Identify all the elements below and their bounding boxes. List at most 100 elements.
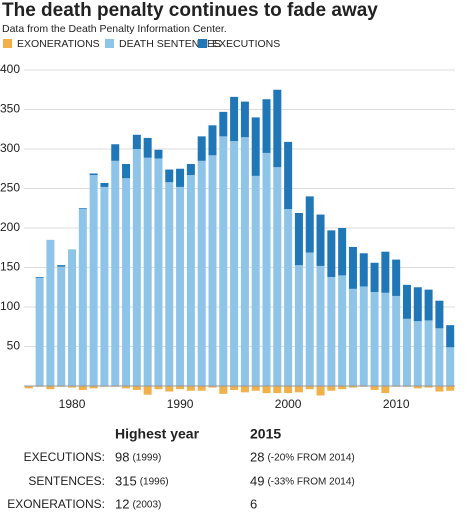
bar bbox=[176, 386, 185, 390]
y-tick-label: 400 bbox=[0, 62, 20, 76]
y-tick-label: 350 bbox=[0, 102, 20, 116]
bar bbox=[392, 295, 401, 386]
bar bbox=[381, 292, 390, 386]
bar bbox=[154, 386, 163, 390]
bar bbox=[165, 169, 174, 183]
bar bbox=[68, 249, 77, 386]
legend-label: DEATH SENTENCES bbox=[119, 38, 221, 50]
table-header: Highest year bbox=[115, 426, 200, 442]
bar bbox=[251, 117, 260, 176]
row-label: EXONERATIONS: bbox=[7, 497, 105, 511]
bar bbox=[111, 160, 120, 386]
bar bbox=[348, 288, 357, 386]
bar bbox=[294, 265, 303, 386]
bar bbox=[305, 252, 314, 386]
bar bbox=[262, 386, 271, 394]
bar bbox=[89, 175, 98, 386]
bar bbox=[143, 386, 152, 395]
y-tick-label: 150 bbox=[0, 260, 20, 274]
bar bbox=[305, 386, 314, 390]
bar bbox=[208, 125, 217, 156]
bar bbox=[402, 318, 411, 386]
y-tick-label: 200 bbox=[0, 220, 20, 234]
bar bbox=[78, 386, 87, 390]
bar bbox=[435, 328, 444, 386]
bar bbox=[424, 289, 433, 321]
bar bbox=[78, 208, 87, 210]
y-tick-label: 100 bbox=[0, 299, 20, 313]
bar bbox=[262, 99, 271, 153]
bar bbox=[186, 386, 195, 391]
bar bbox=[294, 386, 303, 393]
bar bbox=[446, 386, 455, 391]
x-tick-label: 2000 bbox=[275, 397, 302, 411]
legend-swatch bbox=[105, 39, 114, 48]
bar bbox=[338, 386, 347, 390]
bar bbox=[35, 277, 44, 386]
bar bbox=[316, 214, 325, 266]
bar bbox=[435, 386, 444, 392]
bar bbox=[78, 209, 87, 386]
row-label: EXECUTIONS: bbox=[24, 450, 105, 464]
bar bbox=[284, 141, 293, 210]
highest-year: (1999) bbox=[132, 453, 161, 464]
bar bbox=[197, 386, 206, 391]
bar bbox=[186, 164, 195, 176]
legend-label: EXONERATIONS bbox=[17, 38, 100, 50]
bar bbox=[251, 386, 260, 391]
highest-year: (2003) bbox=[132, 500, 161, 511]
bar bbox=[197, 160, 206, 386]
bar bbox=[219, 111, 228, 137]
bar bbox=[176, 186, 185, 386]
bar bbox=[165, 386, 174, 392]
bar bbox=[154, 158, 163, 386]
bar bbox=[165, 182, 174, 386]
bar bbox=[100, 186, 109, 386]
bar bbox=[240, 101, 249, 138]
bar bbox=[273, 89, 282, 168]
bar bbox=[284, 209, 293, 386]
bar bbox=[240, 137, 249, 386]
bar bbox=[348, 386, 357, 388]
bar bbox=[413, 287, 422, 322]
bar bbox=[359, 286, 368, 386]
bar bbox=[89, 173, 98, 176]
bar bbox=[24, 386, 33, 389]
bar bbox=[262, 152, 271, 386]
bar bbox=[392, 259, 401, 296]
y-tick-label: 300 bbox=[0, 141, 20, 155]
bar bbox=[57, 266, 66, 386]
highest-value: 315 bbox=[115, 473, 137, 488]
bar bbox=[435, 300, 444, 329]
bar bbox=[132, 149, 141, 386]
bar bbox=[327, 230, 336, 277]
x-tick-label: 1980 bbox=[59, 397, 86, 411]
table-header: 2015 bbox=[250, 426, 281, 442]
bar bbox=[186, 175, 195, 386]
x-tick-label: 1990 bbox=[167, 397, 194, 411]
bar bbox=[176, 168, 185, 187]
bar bbox=[359, 253, 368, 287]
y-tick-label: 250 bbox=[0, 181, 20, 195]
latest-change: (-33% FROM 2014) bbox=[267, 477, 354, 488]
bar bbox=[338, 275, 347, 386]
bar bbox=[370, 291, 379, 386]
y-tick-label: 50 bbox=[7, 339, 21, 353]
bar bbox=[122, 386, 131, 389]
chart-title: The death penalty continues to fade away bbox=[2, 0, 378, 21]
bar bbox=[413, 386, 422, 389]
bar bbox=[230, 386, 239, 390]
latest-value: 49 bbox=[250, 473, 264, 488]
bar bbox=[208, 386, 217, 388]
legend-label: EXECUTIONS bbox=[212, 38, 280, 50]
x-tick-label: 2010 bbox=[383, 397, 410, 411]
bar bbox=[446, 347, 455, 386]
bar bbox=[446, 325, 455, 348]
bar bbox=[316, 386, 325, 396]
bar bbox=[273, 386, 282, 394]
bar bbox=[35, 276, 44, 278]
bar bbox=[68, 386, 77, 388]
legend-swatch bbox=[198, 39, 207, 48]
legend-swatch bbox=[3, 39, 12, 48]
